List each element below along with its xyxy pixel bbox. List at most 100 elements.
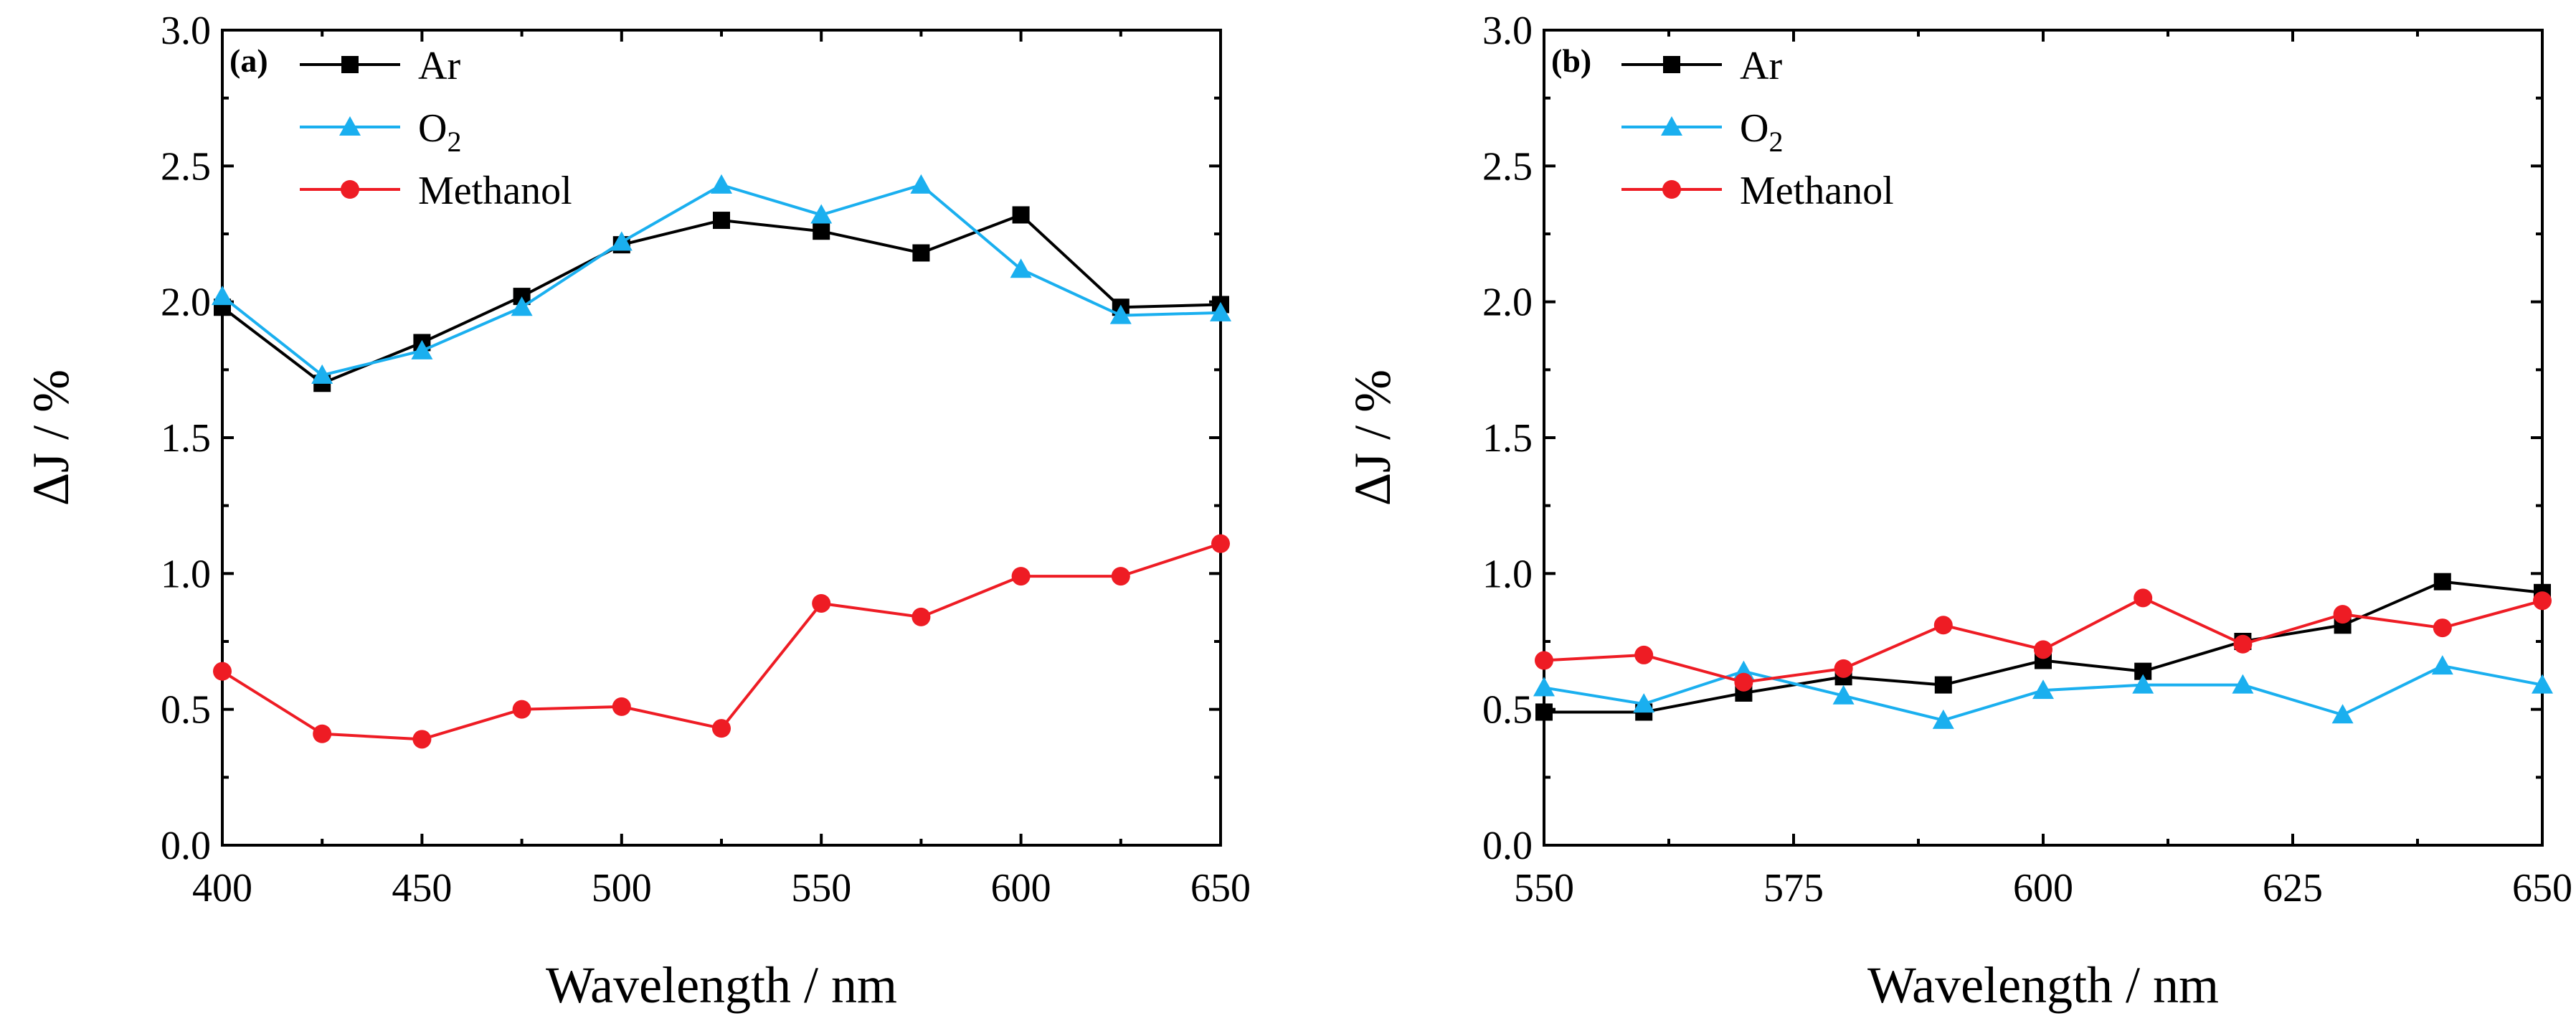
data-point-ar [912, 244, 930, 262]
panel-label: (a) [229, 42, 268, 79]
data-point-methanol [2233, 634, 2253, 654]
y-tick-label: 1.0 [161, 552, 211, 596]
x-tick-label: 450 [392, 866, 452, 911]
y-axis-title: ΔJ / % [1344, 370, 1401, 506]
legend: Ar O2 Methanol [1621, 44, 1894, 213]
data-point-o2 [1109, 304, 1132, 324]
data-point-ar [713, 212, 730, 230]
y-tick-label: 1.0 [1482, 552, 1533, 596]
legend-marker-methanol [341, 180, 359, 199]
data-point-methanol [1734, 672, 1753, 692]
data-point-o2 [411, 339, 433, 359]
data-point-o2 [711, 174, 732, 194]
data-point-methanol [313, 724, 332, 743]
data-point-methanol [1834, 659, 1853, 678]
x-tick-label: 600 [991, 866, 1051, 911]
data-point-methanol [712, 719, 731, 738]
data-point-methanol [812, 593, 831, 613]
y-tick-label: 2.5 [1482, 144, 1533, 189]
y-tick-label: 1.5 [1482, 416, 1533, 461]
data-point-o2 [511, 296, 533, 316]
data-point-o2 [810, 204, 833, 224]
data-point-o2 [1932, 709, 1954, 729]
y-tick-label: 2.0 [161, 281, 211, 325]
legend-label-o2: O2 [1740, 106, 1783, 158]
data-point-ar [1934, 676, 1952, 694]
legend-label-methanol: Methanol [1740, 169, 1894, 213]
y-tick-label: 3.0 [161, 9, 211, 53]
panel-a: 400 450 500 550 600 650 0.0 0.5 1.0 1.5 2.0 2.5 3.0 W… [22, 9, 1251, 1014]
x-tick-label: 650 [1190, 866, 1251, 911]
legend-marker-methanol [1662, 180, 1681, 199]
data-point-o2 [2431, 655, 2453, 675]
data-point-methanol [1535, 651, 1553, 670]
data-point-o2 [1633, 693, 1655, 713]
data-point-o2 [1533, 677, 1555, 697]
data-point-o2 [1210, 301, 1231, 321]
y-tick-label: 0.0 [1482, 824, 1533, 868]
series-line-methanol [1543, 596, 2543, 684]
panel-label: (b) [1551, 42, 1591, 79]
legend-label-ar: Ar [418, 44, 460, 88]
legend-label-ar: Ar [1740, 44, 1782, 88]
y-tick-label: 0.5 [161, 688, 211, 733]
x-axis-title: Wavelength / nm [546, 956, 897, 1014]
data-point-methanol [2333, 605, 2352, 624]
y-tick-label: 2.0 [1482, 281, 1533, 325]
data-point-methanol [1111, 567, 1130, 586]
data-point-o2 [910, 174, 932, 194]
legend-marker-o2 [339, 116, 361, 136]
series-line-ar [221, 213, 1221, 385]
y-tick-label: 2.5 [161, 144, 211, 189]
data-point-methanol [1211, 534, 1230, 553]
data-point-methanol [2433, 618, 2452, 638]
data-point-methanol [512, 700, 531, 719]
legend-label-methanol: Methanol [418, 169, 572, 213]
data-point-o2 [2132, 674, 2154, 694]
plot-frame [1543, 29, 2544, 847]
data-point-o2 [311, 364, 333, 384]
legend-marker-ar [341, 56, 359, 73]
data-point-ar [2433, 573, 2451, 591]
data-point-ar [813, 222, 830, 240]
data-point-methanol [1634, 645, 1654, 664]
data-point-methanol [2034, 640, 2052, 659]
data-point-methanol [412, 730, 432, 749]
legend: Ar O2 Methanol [300, 44, 572, 213]
y-axis-title: ΔJ / % [22, 370, 80, 506]
x-axis-title: Wavelength / nm [1867, 956, 2219, 1014]
data-point-o2 [212, 286, 233, 306]
legend-label-o2: O2 [418, 106, 461, 158]
x-tick-label: 550 [791, 866, 851, 911]
panel-b: 550 575 600 625 650 0.0 0.5 1.0 1.5 2.0 2.5 3.0 Wave… [1344, 9, 2572, 1014]
data-point-o2 [2232, 674, 2254, 694]
series-line-methanol [221, 542, 1221, 741]
y-tick-label: 0.5 [1482, 688, 1533, 733]
data-point-ar [1535, 703, 1553, 721]
series-o2 [212, 174, 1231, 384]
y-tick-label: 1.5 [161, 416, 211, 461]
series-methanol [213, 534, 1230, 749]
data-point-o2 [2532, 674, 2553, 694]
x-tick-label: 575 [1763, 866, 1824, 911]
data-point-o2 [2331, 704, 2354, 724]
data-point-methanol [1933, 616, 1953, 635]
data-point-methanol [911, 607, 931, 626]
data-point-o2 [1010, 258, 1032, 278]
data-point-o2 [610, 231, 633, 251]
data-point-ar [1012, 206, 1030, 224]
x-tick-label: 625 [2263, 866, 2323, 911]
x-tick-label: 650 [2512, 866, 2572, 911]
y-tick-label: 0.0 [161, 824, 211, 868]
data-point-methanol [612, 697, 631, 716]
legend-marker-o2 [1661, 116, 1682, 136]
x-tick-label: 600 [2013, 866, 2073, 911]
x-tick-label: 400 [192, 866, 252, 911]
data-point-methanol [1011, 567, 1031, 586]
data-point-o2 [1832, 684, 1855, 705]
data-point-methanol [2533, 591, 2552, 611]
data-point-o2 [2032, 679, 2054, 700]
series-methanol [1535, 588, 2552, 692]
data-point-methanol [213, 662, 232, 681]
